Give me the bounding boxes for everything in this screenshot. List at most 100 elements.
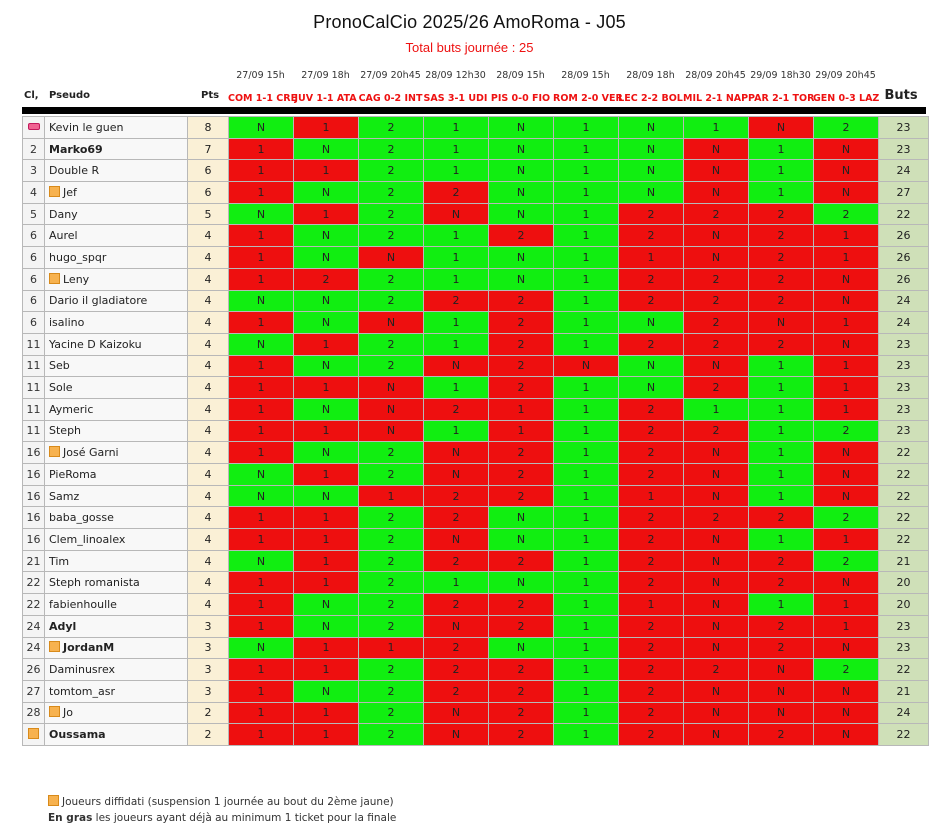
prediction-cell: 2 [618,202,684,226]
prediction-cell: 1 [748,463,814,486]
prediction-cell: 1 [423,376,489,399]
prediction-cell: 1 [553,701,619,725]
prediction-cell: 2 [748,571,814,595]
goals-cell: 20 [878,571,929,595]
prediction-cell: 2 [683,202,749,226]
prediction-cell: 1 [553,549,619,573]
player-name: José Garni [63,446,119,460]
match-date: 28/09 18h [626,70,675,81]
points-cell: 7 [187,137,229,161]
rank-value: 24 [26,641,41,655]
prediction-cell: 2 [683,289,749,313]
prediction-cell: 2 [683,311,749,334]
goals-cell: 23 [878,137,929,161]
prediction-cell: 2 [423,484,489,508]
prediction-cell: 1 [553,224,619,248]
prediction-cell: 1 [423,159,489,183]
match-result-header: SAS 3-1 UDI [423,93,488,104]
prediction-cell: 1 [813,246,879,269]
prediction-cell: N [293,441,359,464]
prediction-cell: N [228,463,294,486]
prediction-cell: 1 [813,311,879,334]
table-row: 11 Seb 4 1 N 2 N 2 N N N 1 1 23 [22,354,929,378]
goals-cell: 22 [878,484,929,508]
table-row: 21 Tim 4 N 1 2 2 2 1 2 N 2 2 21 [22,549,929,573]
prediction-cell: 1 [553,636,619,660]
prediction-cell: N [488,528,554,551]
goals-cell: 24 [878,701,929,725]
prediction-cell: N [813,159,879,183]
goals-cell: 26 [878,246,929,269]
points-cell: 4 [187,593,229,616]
goals-cell: 20 [878,593,929,616]
table-row: 26 Daminusrex 3 1 1 2 2 2 1 2 2 N 2 22 [22,658,929,681]
prediction-cell: 1 [423,137,489,161]
prediction-cell: 1 [293,506,359,530]
prediction-cell: 1 [813,614,879,638]
prediction-cell: N [293,679,359,703]
prediction-cell: 1 [228,528,294,551]
prediction-cell: 2 [748,723,814,746]
prediction-cell: N [683,549,749,573]
prediction-cell: N [683,463,749,486]
prediction-cell: 1 [553,116,619,139]
prediction-cell: 1 [423,224,489,248]
prediction-cell: 2 [748,246,814,269]
prediction-cell: N [618,116,684,139]
rank-cell: 27 [22,679,45,703]
prediction-cell: 1 [813,528,879,551]
prediction-cell: 2 [618,267,684,291]
points-cell: 4 [187,528,229,551]
prediction-cell: 1 [813,224,879,248]
prediction-cell: N [423,528,489,551]
match-result-header: JUV 1-1 ATA [294,93,357,104]
rank-cell: 24 [22,636,45,660]
player-name: Daminusrex [49,663,116,677]
rank-cell [22,723,45,746]
rank-value: 16 [26,489,41,503]
prediction-cell: N [488,202,554,226]
suspension-square-icon [28,728,39,740]
prediction-cell: N [423,614,489,638]
prediction-cell: 2 [488,658,554,681]
prediction-cell: 2 [488,484,554,508]
table-row: 2 Marko69 7 1 N 2 1 N 1 N N 1 N 23 [22,137,929,161]
prediction-cell: 2 [423,506,489,530]
points-cell: 3 [187,679,229,703]
prediction-cell: 2 [358,159,424,183]
prediction-cell: 1 [748,159,814,183]
points-cell: 4 [187,549,229,573]
goals-header: Buts [884,88,918,103]
player-name: Dany [49,207,78,221]
match-result-header: PIS 0-0 FIO [490,93,551,104]
prediction-cell: 1 [553,246,619,269]
prediction-cell: 1 [228,311,294,334]
prediction-cell: N [618,159,684,183]
prediction-cell: N [293,593,359,616]
match-result-header: GEN 0-3 LAZ [813,93,880,104]
leader-badge-icon [27,122,40,130]
points-cell: 5 [187,202,229,226]
prediction-cell: N [228,202,294,226]
player-name: Dario il gladiatore [49,294,148,308]
goals-cell: 24 [878,159,929,183]
prediction-cell: 1 [553,137,619,161]
prediction-cell: N [683,528,749,551]
prediction-cell: 1 [293,332,359,356]
prediction-cell: 1 [553,679,619,703]
prediction-cell: N [813,463,879,486]
prediction-cell: 1 [553,181,619,204]
prediction-cell: 2 [813,116,879,139]
prediction-cell: 1 [618,484,684,508]
prediction-cell: N [423,723,489,746]
prediction-cell: N [683,441,749,464]
rank-cell: 11 [22,332,45,356]
prediction-cell: 2 [488,289,554,313]
goals-cell: 23 [878,397,929,421]
prediction-cell: N [553,354,619,378]
prediction-cell: 2 [683,658,749,681]
ranking-table: Kevin le guen 8 N 1 2 1 N 1 N 1 N 2 23 2 Marko69 7 1 N 2 1 N… [22,116,929,746]
suspension-square-icon [49,185,60,197]
prediction-cell: 2 [358,701,424,725]
prediction-cell: N [813,332,879,356]
